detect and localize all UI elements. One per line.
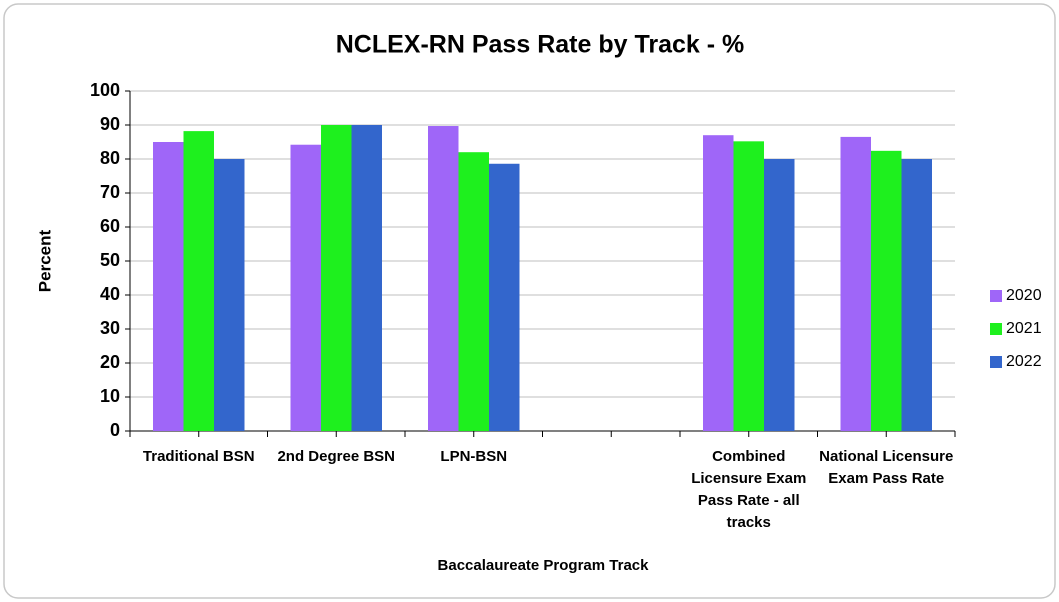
y-axis-title: Percent	[35, 229, 54, 292]
y-tick-label: 90	[100, 114, 120, 134]
bar	[214, 159, 245, 431]
y-tick-label: 40	[100, 284, 120, 304]
bar	[703, 135, 734, 431]
legend-swatch	[990, 323, 1002, 335]
y-tick-label: 30	[100, 318, 120, 338]
bar	[428, 126, 459, 432]
legend-label: 2020	[1006, 287, 1042, 304]
bar	[321, 125, 352, 431]
y-tick-label: 20	[100, 352, 120, 372]
x-tick-label: 2nd Degree BSN	[277, 448, 396, 465]
bar	[351, 125, 382, 431]
x-tick-label: LPN-BSN	[440, 448, 508, 465]
legend-swatch	[990, 356, 1002, 368]
y-tick-label: 0	[110, 420, 120, 440]
legend-label: 2022	[1006, 353, 1042, 370]
bar	[489, 163, 520, 431]
x-tick-label: Combined Licensure Exam Pass Rate - all …	[691, 448, 807, 531]
bar	[840, 136, 871, 431]
chart-title: NCLEX-RN Pass Rate by Track - %	[336, 31, 744, 59]
bar	[871, 150, 902, 431]
bar	[183, 131, 214, 431]
bar	[901, 159, 932, 431]
bar	[153, 142, 184, 431]
legend-swatch	[990, 290, 1002, 302]
y-tick-label: 10	[100, 386, 120, 406]
bar	[764, 159, 795, 431]
y-tick-label: 100	[90, 80, 120, 100]
y-tick-label: 50	[100, 250, 120, 270]
y-tick-label: 60	[100, 216, 120, 236]
x-tick-label: Traditional BSN	[142, 448, 255, 465]
bar	[733, 141, 764, 431]
x-axis-title: Baccalaureate Program Track	[438, 557, 650, 574]
x-tick-label: National Licensure Exam Pass Rate	[819, 448, 954, 487]
bar	[458, 152, 489, 431]
y-tick-label: 70	[100, 182, 120, 202]
bar	[290, 144, 321, 431]
legend-label: 2021	[1006, 320, 1042, 337]
y-tick-label: 80	[100, 148, 120, 168]
frame	[3, 3, 1056, 599]
